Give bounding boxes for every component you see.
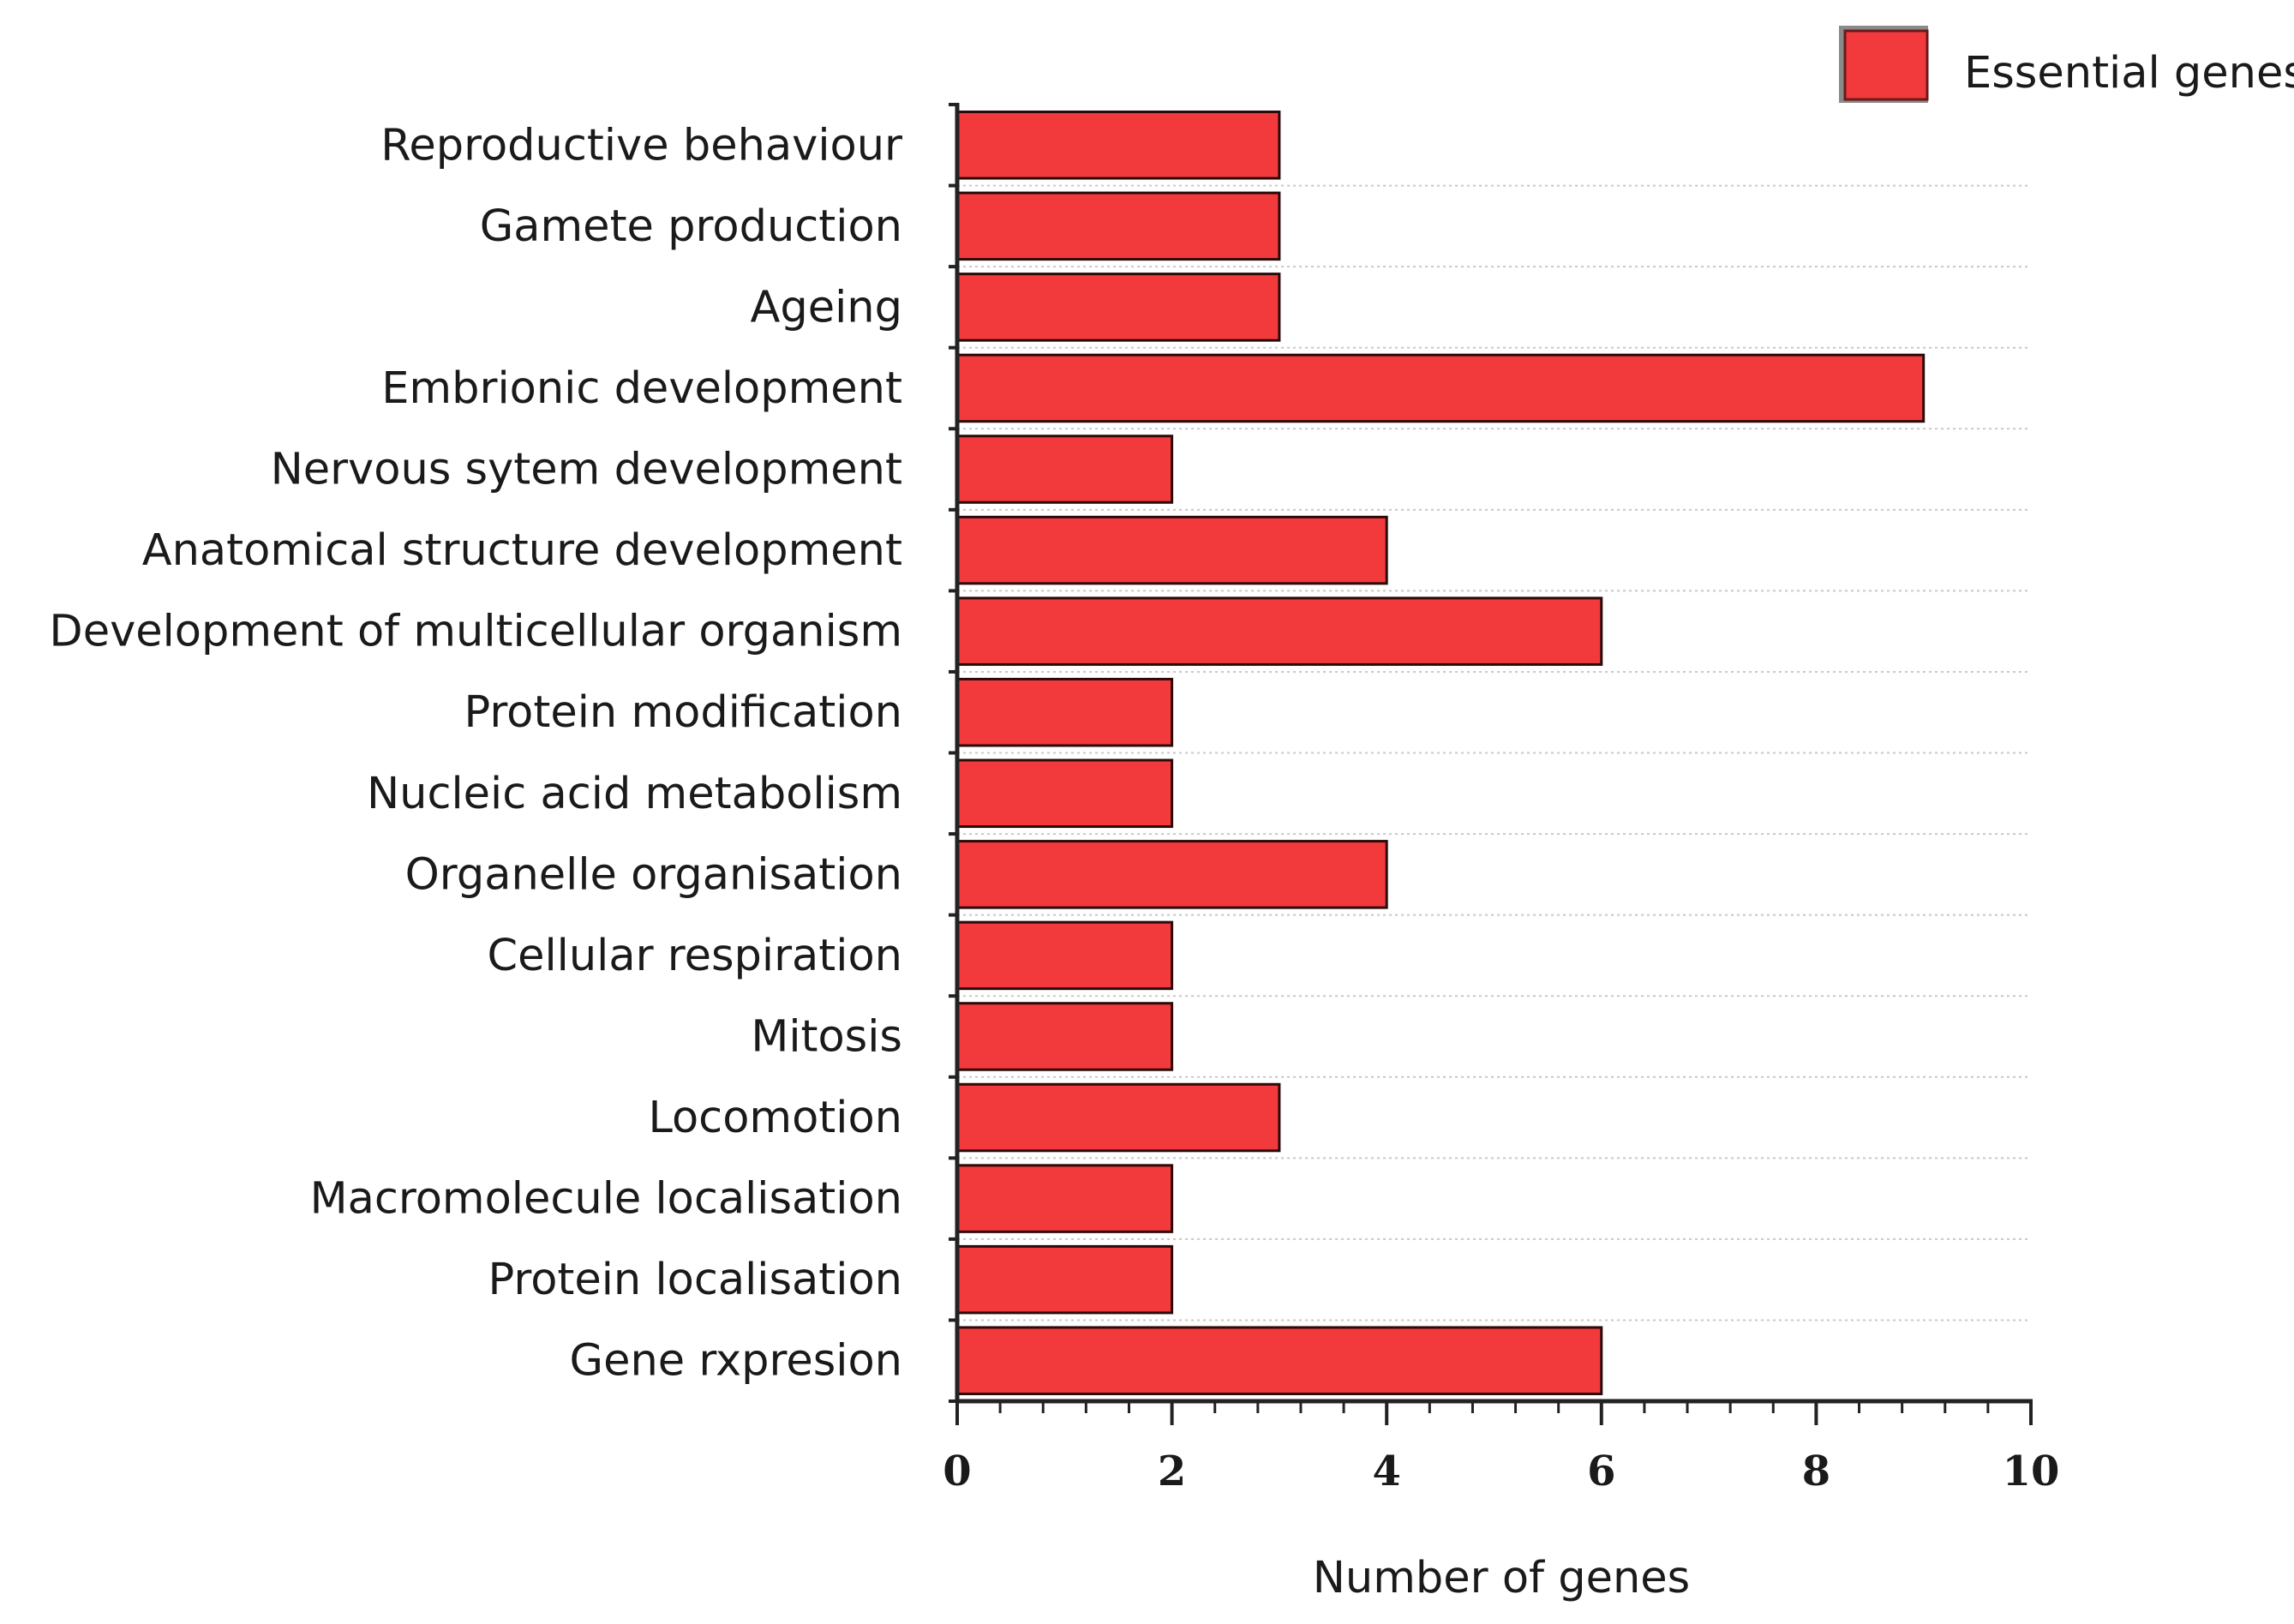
category-label: Cellular respiration: [488, 931, 903, 981]
bars: [955, 111, 1926, 1395]
bar: [955, 758, 1174, 829]
bar: [955, 1082, 1281, 1153]
bar: [955, 1164, 1174, 1233]
x-tick-label: 6: [1587, 1447, 1615, 1495]
category-label: Locomotion: [648, 1093, 902, 1143]
bar: [955, 1002, 1174, 1071]
category-label: Protein modification: [464, 687, 902, 738]
bar: [955, 1244, 1174, 1315]
category-labels: Reproductive behaviour Gamete production A…: [49, 120, 902, 1386]
x-tick-label: 0: [943, 1447, 971, 1495]
category-label: Anatomical structure development: [142, 525, 902, 576]
category-label: Embrionic development: [381, 363, 902, 414]
legend: Essential genes: [1839, 26, 2294, 103]
x-tick-label: 4: [1372, 1447, 1400, 1495]
category-label: Gamete production: [480, 201, 902, 252]
bar: [955, 273, 1281, 342]
category-label: Reproductive behaviour: [380, 120, 902, 171]
category-label: Ageing: [750, 282, 902, 333]
x-tick-label: 2: [1158, 1447, 1186, 1495]
category-label: Development of multicellular organism: [49, 607, 902, 657]
axes: 0 2 4 6 8 10: [943, 103, 2059, 1495]
bar: [955, 677, 1174, 747]
bar: [955, 191, 1281, 261]
category-label: Protein localisation: [488, 1255, 902, 1305]
grid-lines: [957, 184, 2031, 1321]
category-label: Nervous sytem development: [271, 445, 902, 495]
category-label: Mitosis: [751, 1011, 902, 1062]
bar: [955, 840, 1388, 909]
category-label: Nucleic acid metabolism: [367, 769, 902, 819]
bar: [955, 111, 1281, 180]
bar: [955, 353, 1926, 423]
x-tick-label: 10: [2003, 1447, 2060, 1495]
bar: [955, 596, 1603, 666]
legend-label: Essential genes: [1964, 48, 2294, 99]
bar: [955, 515, 1388, 585]
category-label: Organelle organisation: [405, 849, 902, 900]
bar: [955, 1326, 1603, 1395]
bar: [955, 434, 1174, 504]
category-label: Macromolecule localisation: [310, 1174, 902, 1225]
bar: [955, 920, 1174, 991]
legend-swatch: [1843, 29, 1929, 101]
category-label: Gene rxpresion: [570, 1336, 902, 1387]
x-axis-title: Number of genes: [1313, 1553, 1690, 1603]
x-tick-label: 8: [1802, 1447, 1830, 1495]
